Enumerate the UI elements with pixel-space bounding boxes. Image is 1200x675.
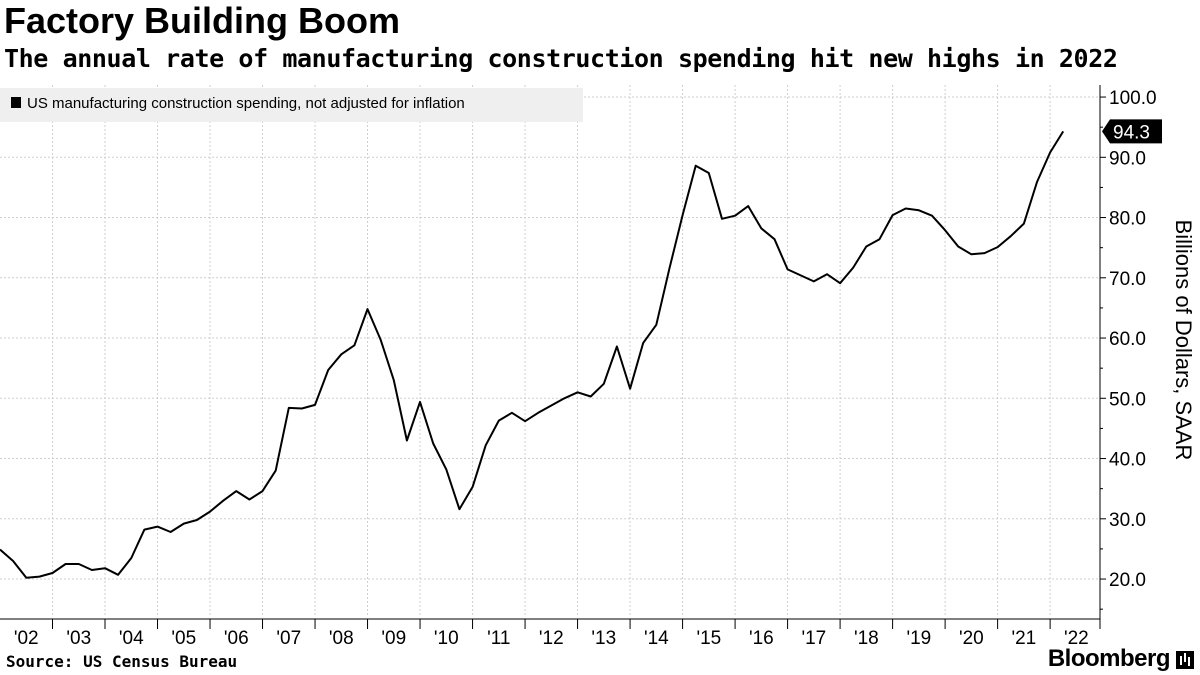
x-tick-label: '17 <box>801 628 826 649</box>
y-tick-label: 40.0 <box>1109 450 1146 471</box>
y-tick-label: 90.0 <box>1109 148 1146 169</box>
x-tick-label: '07 <box>276 628 301 649</box>
axes: 20.0 30.0 40.0 50.0 60.0 70.0 80.0 90.0 100.0 '02… <box>0 85 1157 649</box>
series-line <box>0 130 1065 579</box>
x-tick-label: '04 <box>119 628 144 649</box>
y-tick-label: 60.0 <box>1109 329 1146 350</box>
y-axis-label: Billions of Dollars, SAAR <box>1171 220 1196 461</box>
y-tick-label: 100.0 <box>1109 88 1157 109</box>
x-tick-label: '12 <box>539 628 564 649</box>
last-value-label: 94.3 <box>1102 119 1162 144</box>
y-tick-label: 80.0 <box>1109 209 1146 230</box>
x-tick-label: '18 <box>854 628 879 649</box>
grid-lines <box>0 85 1100 617</box>
y-tick-label: 50.0 <box>1109 389 1146 410</box>
y-tick-label: 30.0 <box>1109 510 1146 531</box>
x-tick-label: '22 <box>1064 628 1089 649</box>
x-tick-label: '05 <box>171 628 196 649</box>
legend-box <box>0 88 583 122</box>
last-value-badge <box>1102 119 1162 144</box>
x-tick-label: '16 <box>749 628 774 649</box>
x-tick-label: '08 <box>329 628 354 649</box>
x-tick-label: '10 <box>434 628 459 649</box>
last-value-text: 94.3 <box>1113 122 1150 143</box>
legend-swatch <box>11 97 21 108</box>
x-tick-label: '14 <box>644 628 669 649</box>
y-tick-label: 20.0 <box>1109 570 1146 591</box>
chart-title: Factory Building Boom <box>4 0 400 41</box>
x-tick-label: '02 <box>14 628 39 649</box>
source-note: Source: US Census Bureau <box>6 652 238 671</box>
x-tick-label: '15 <box>696 628 721 649</box>
x-tick-label: '20 <box>959 628 984 649</box>
bloomberg-chart-icon <box>1176 651 1194 669</box>
x-tick-label: '03 <box>66 628 91 649</box>
x-tick-label: '21 <box>1011 628 1036 649</box>
x-tick-label: '19 <box>906 628 931 649</box>
x-tick-label: '11 <box>487 628 510 649</box>
chart-subtitle: The annual rate of manufacturing constru… <box>4 44 1118 73</box>
bloomberg-logo: Bloomberg <box>1047 645 1171 672</box>
x-tick-label: '06 <box>224 628 249 649</box>
x-tick-label: '13 <box>591 628 616 649</box>
series-lines <box>0 130 1065 579</box>
legend-label: US manufacturing construction spending, … <box>27 95 465 112</box>
y-tick-label: 70.0 <box>1109 269 1146 290</box>
x-tick-label: '09 <box>381 628 406 649</box>
